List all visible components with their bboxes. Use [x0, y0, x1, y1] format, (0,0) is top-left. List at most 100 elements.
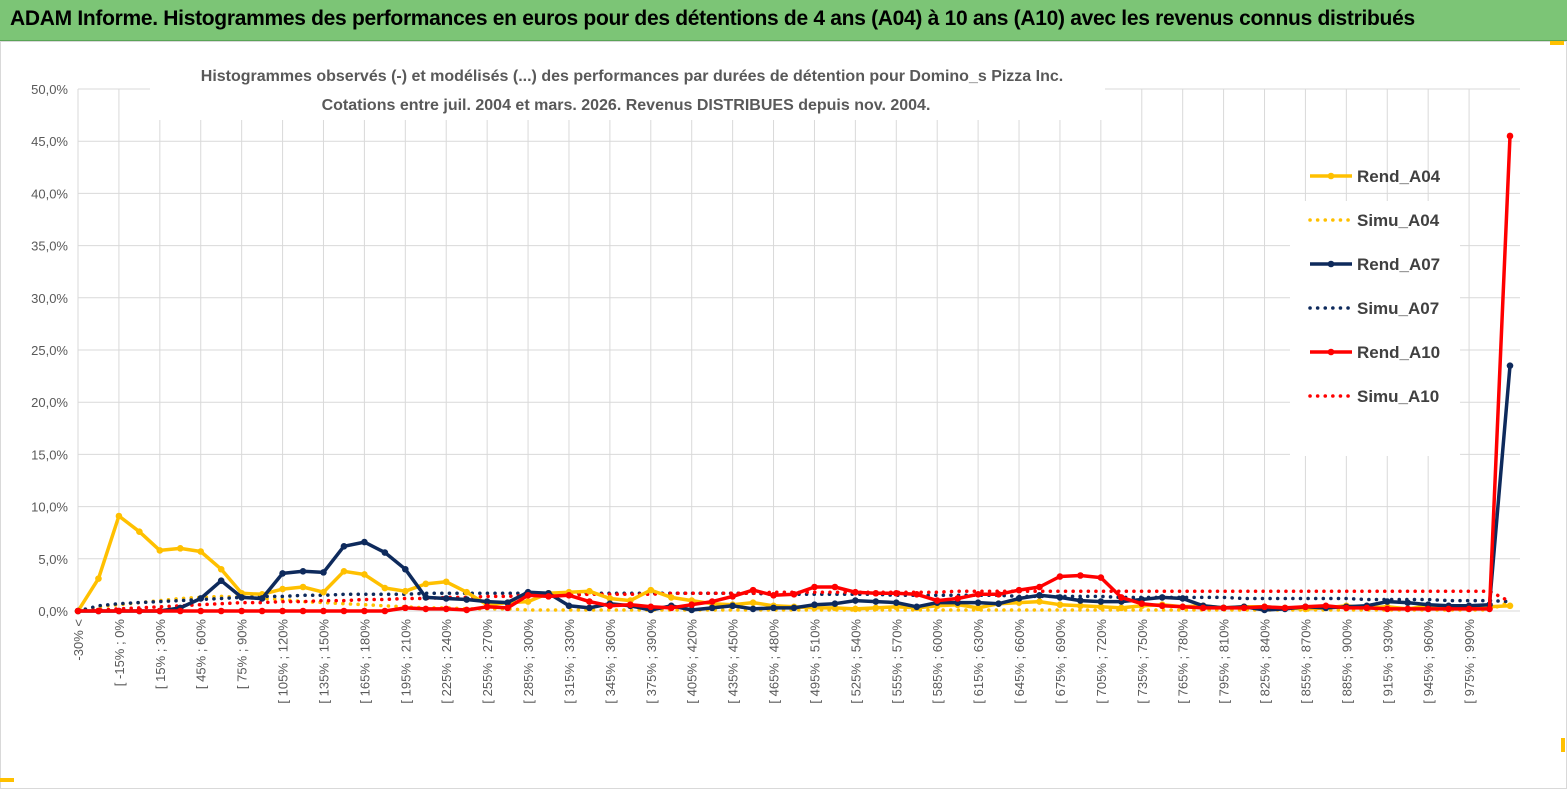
data-point — [852, 588, 859, 596]
data-point — [115, 607, 123, 615]
data-point — [299, 583, 307, 591]
chart-title: Histogrammes observés (-) et modélisés (… — [201, 68, 1063, 85]
data-point — [1404, 599, 1412, 606]
data-point — [749, 599, 757, 606]
legend-item: Simu_A07 — [1308, 299, 1439, 318]
x-tick-label: [ 15% ; 30% — [153, 619, 168, 690]
x-tick-label: [ 315% ; 330% — [562, 619, 577, 704]
data-point — [258, 595, 266, 602]
data-point — [1056, 601, 1064, 609]
legend-item: Simu_A04 — [1308, 211, 1440, 230]
data-point — [1097, 603, 1105, 611]
data-point — [913, 603, 921, 611]
data-point — [1158, 602, 1166, 610]
data-point — [258, 607, 266, 615]
x-tick-label: [ 255% ; 270% — [480, 619, 495, 704]
data-point — [892, 589, 900, 597]
x-tick-label: [ 645% ; 660% — [1012, 619, 1027, 704]
data-point — [1240, 604, 1248, 612]
series-rend-a10 — [74, 132, 1514, 615]
y-tick-label: 35,0% — [31, 239, 68, 254]
data-point — [831, 583, 839, 591]
legend-label: Simu_A07 — [1357, 299, 1439, 318]
data-point — [197, 607, 205, 615]
legend-label: Rend_A04 — [1357, 167, 1441, 186]
legend-label: Simu_A04 — [1357, 211, 1440, 230]
data-point — [217, 607, 225, 615]
data-point — [483, 598, 491, 605]
data-point — [974, 604, 982, 612]
x-tick-label: [ 765% ; 780% — [1176, 619, 1191, 704]
x-tick-label: [ 735% ; 750% — [1135, 619, 1150, 704]
data-point — [381, 584, 389, 592]
data-point — [1056, 594, 1064, 601]
x-tick-label: [ 525% ; 540% — [848, 619, 863, 704]
legend-item: Rend_A07 — [1310, 255, 1440, 274]
data-point — [708, 598, 716, 605]
data-point — [1077, 597, 1084, 604]
data-point — [74, 607, 82, 615]
chart-area: 0,0% 5,0% 10,0% 15,0% 20,0% 25,0% 30,0% 35,0% 40… — [0, 41, 1567, 789]
data-point — [1179, 595, 1186, 602]
data-point — [442, 578, 450, 586]
data-point — [647, 586, 655, 594]
y-tick-label: 10,0% — [31, 500, 68, 515]
x-tick-label: [ 825% ; 840% — [1258, 619, 1273, 704]
data-point — [1097, 598, 1105, 605]
data-point — [217, 565, 225, 573]
x-axis-ticks: -30% < [ -15% ; 0% [ 15% ; 30% [ 45% ; 60% [… — [71, 619, 1477, 704]
data-point — [852, 605, 859, 613]
data-point — [320, 569, 327, 576]
data-point — [1077, 602, 1084, 610]
data-point — [463, 606, 470, 614]
data-point — [1302, 603, 1309, 611]
x-tick-label: [ 705% ; 720% — [1094, 619, 1109, 704]
data-point — [790, 604, 798, 612]
data-point — [586, 587, 593, 595]
x-tick-label: [ 495% ; 510% — [807, 619, 822, 704]
legend-marker — [1327, 260, 1335, 268]
x-tick-label: [ 885% ; 900% — [1339, 619, 1354, 704]
y-tick-label: 20,0% — [31, 395, 68, 410]
data-point — [790, 590, 798, 598]
data-point — [872, 604, 880, 612]
series-line — [76, 589, 1512, 613]
data-point — [1077, 572, 1084, 579]
x-tick-label: [ 45% ; 60% — [194, 619, 209, 690]
data-point — [1465, 605, 1473, 613]
data-point — [811, 601, 818, 609]
data-point — [156, 607, 164, 615]
data-point — [606, 595, 614, 602]
data-point — [647, 603, 655, 611]
data-point — [974, 599, 982, 606]
data-point — [770, 604, 777, 612]
data-point — [688, 601, 696, 609]
data-point — [115, 512, 123, 520]
x-tick-label: [ 975% ; 990% — [1462, 619, 1477, 704]
data-point — [197, 595, 205, 602]
y-tick-label: 25,0% — [31, 343, 68, 358]
x-tick-label: [ 285% ; 300% — [521, 619, 536, 704]
data-point — [1506, 362, 1514, 369]
data-point — [279, 570, 286, 577]
data-point — [320, 588, 327, 596]
data-point — [1486, 605, 1493, 613]
data-point — [729, 602, 736, 610]
data-point — [1036, 598, 1043, 605]
data-point — [156, 547, 164, 554]
data-point — [1383, 598, 1391, 605]
x-tick-label: [ 105% ; 120% — [276, 619, 291, 704]
series-simu-a10 — [76, 589, 1512, 613]
legend-marker — [1327, 172, 1335, 180]
legend: Rend_A04 Simu_A04 Rend_A07 Simu_A07 Rend_A10… — [1290, 167, 1460, 456]
y-tick-label: 5,0% — [38, 552, 68, 567]
data-point — [381, 607, 389, 615]
x-tick-label: [ 165% ; 180% — [357, 619, 372, 704]
x-tick-label: [ 915% ; 930% — [1380, 619, 1395, 704]
data-point — [627, 601, 634, 609]
x-tick-label: [ 345% ; 360% — [603, 619, 618, 704]
x-tick-label: [ -15% ; 0% — [112, 619, 127, 687]
data-point — [1343, 604, 1350, 612]
data-point — [1220, 604, 1227, 612]
data-point — [504, 599, 511, 606]
